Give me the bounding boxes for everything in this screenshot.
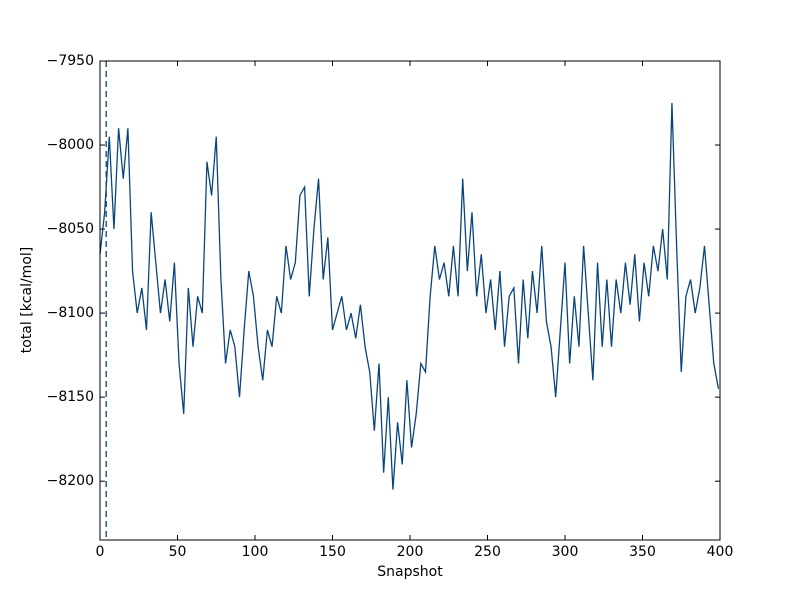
x-axis-label: Snapshot xyxy=(377,564,443,580)
y-tick-label: −8000 xyxy=(47,137,94,153)
x-tick-label: 50 xyxy=(169,544,187,560)
x-tick-label: 350 xyxy=(629,544,656,560)
y-axis-label: total [kcal/mol] xyxy=(19,247,35,353)
data-line xyxy=(99,102,720,490)
y-tick-label: −8050 xyxy=(47,221,94,237)
x-tick-label: 150 xyxy=(319,544,346,560)
x-tick-label: 0 xyxy=(96,544,105,560)
x-tick-label: 250 xyxy=(474,544,501,560)
y-tick-label: −8100 xyxy=(47,305,94,321)
x-tick-label: 200 xyxy=(397,544,424,560)
y-tick-label: −7950 xyxy=(47,53,94,69)
x-tick-label: 100 xyxy=(242,544,269,560)
x-tick-label: 300 xyxy=(552,544,579,560)
plot-frame xyxy=(99,60,721,541)
x-tick-label: 400 xyxy=(707,544,734,560)
y-tick-label: −8150 xyxy=(47,389,94,405)
y-tick-label: −8200 xyxy=(47,473,94,489)
